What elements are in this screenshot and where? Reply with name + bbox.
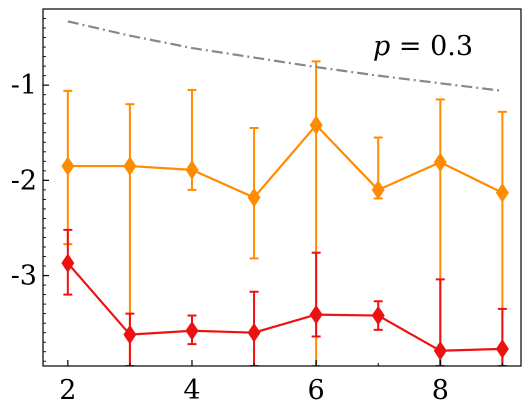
series-1-line: [66, 262, 503, 352]
series-1-point-6: [433, 341, 447, 361]
series-1-point-2: [185, 321, 199, 341]
series-1-point-4: [309, 304, 323, 325]
x-tick-label-0: 2: [59, 375, 76, 406]
series-2: [67, 20, 503, 92]
series-0-point-0: [61, 156, 75, 176]
y-tick-label-1: -2: [11, 165, 37, 196]
axes-layer: 2 4 6 8 -1 -2 -3: [11, 8, 503, 406]
series-1-point-1: [123, 324, 137, 345]
annotation-variable: p: [373, 31, 390, 62]
series-0: [61, 60, 509, 366]
series-0-point-6: [433, 152, 447, 172]
x-tick-label-1: 4: [183, 375, 200, 406]
series-1-point-7: [495, 339, 509, 359]
y-tick-label-2: -3: [11, 261, 37, 292]
series-1: [61, 228, 509, 366]
series-0-point-4: [309, 115, 323, 135]
annotation-value: = 0.3: [390, 31, 473, 62]
x-tick-label-3: 8: [432, 375, 449, 406]
series-layer: [61, 20, 509, 366]
series-2-line: [67, 20, 503, 92]
series-0-point-1: [123, 156, 137, 176]
series-0-point-5: [371, 180, 385, 200]
plot-frame: [42, 8, 522, 367]
series-0-point-2: [185, 160, 199, 180]
series-1-point-5: [371, 305, 385, 326]
series-0-line: [67, 123, 503, 199]
series-1-point-0: [61, 253, 75, 273]
annotation-text: p = 0.3: [373, 31, 473, 62]
series-0-point-3: [247, 187, 261, 208]
series-1-point-3: [247, 322, 261, 343]
series-0-point-7: [495, 183, 509, 203]
x-tick-label-2: 6: [308, 375, 325, 406]
y-tick-label-0: -1: [11, 70, 37, 101]
